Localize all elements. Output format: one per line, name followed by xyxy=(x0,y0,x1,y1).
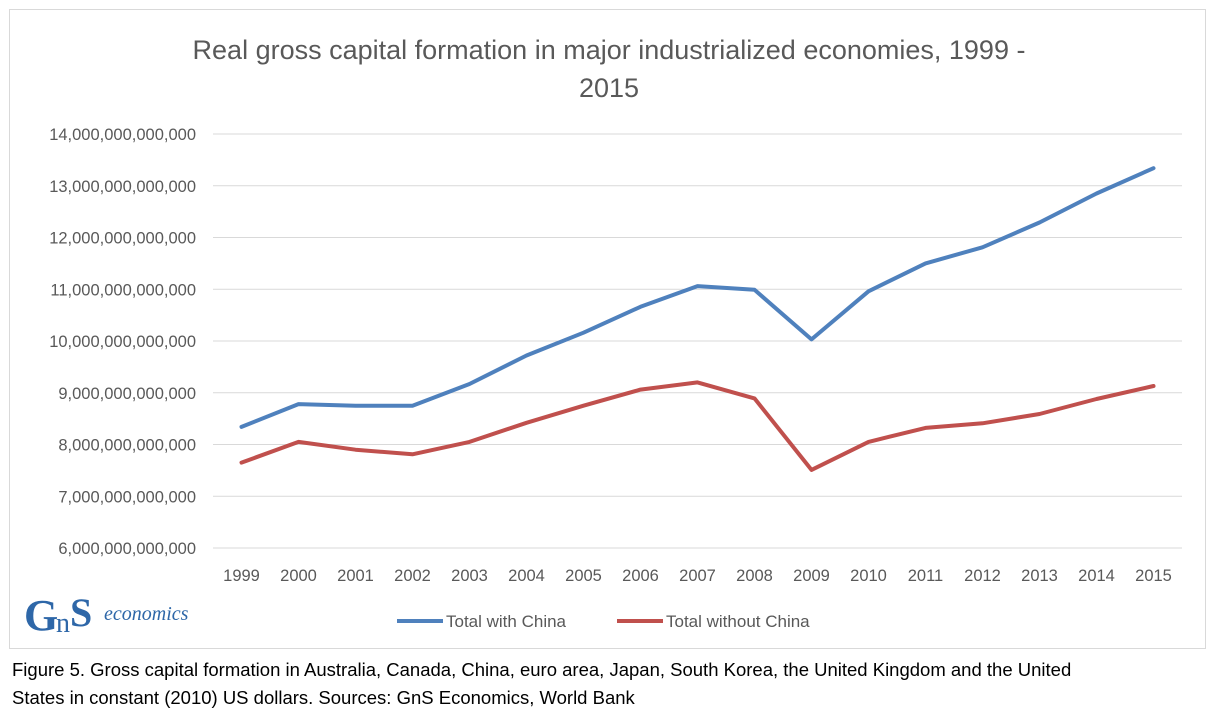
logo-mark: G xyxy=(24,591,58,640)
svg-text:S: S xyxy=(70,590,92,635)
data-point xyxy=(583,332,584,334)
chart-title-line-1: Real gross capital formation in major in… xyxy=(193,35,1026,65)
x-tick-label: 2003 xyxy=(451,567,488,585)
y-tick-label: 12,000,000,000,000 xyxy=(49,230,196,248)
data-point xyxy=(469,441,470,443)
logo-word: economics xyxy=(104,603,189,625)
data-point xyxy=(754,397,755,399)
data-point xyxy=(469,383,470,385)
x-tick-label: 2009 xyxy=(793,567,830,585)
x-tick-label: 2000 xyxy=(280,567,317,585)
x-tick-label: 1999 xyxy=(223,567,260,585)
x-tick-label: 2006 xyxy=(622,567,659,585)
x-tick-label: 2008 xyxy=(736,567,773,585)
data-point xyxy=(754,289,755,291)
x-tick-label: 2007 xyxy=(679,567,716,585)
chart-title-line-2: 2015 xyxy=(579,73,639,103)
y-axis-tick-labels: 6,000,000,000,000 7,000,000,000,000 8,000,… xyxy=(49,126,196,558)
data-point xyxy=(583,405,584,407)
data-point xyxy=(1039,413,1040,415)
y-tick-label: 11,000,000,000,000 xyxy=(50,281,196,299)
data-point xyxy=(640,306,641,308)
y-tick-label: 10,000,000,000,000 xyxy=(49,333,196,351)
y-tick-label: 13,000,000,000,000 xyxy=(49,178,196,196)
data-point xyxy=(298,403,299,405)
data-point xyxy=(298,441,299,443)
x-tick-label: 2012 xyxy=(964,567,1001,585)
legend-label: Total without China xyxy=(666,612,810,631)
series-line-1 xyxy=(239,166,1156,429)
x-tick-label: 2002 xyxy=(394,567,431,585)
data-point xyxy=(868,441,869,443)
data-point xyxy=(1153,385,1154,387)
x-tick-label: 2011 xyxy=(908,567,943,585)
data-point xyxy=(811,469,812,471)
data-point xyxy=(811,338,812,340)
line-chart: Real gross capital formation in major in… xyxy=(49,35,1182,631)
data-point xyxy=(241,426,242,428)
data-point xyxy=(697,381,698,383)
data-point xyxy=(1096,193,1097,195)
data-point xyxy=(697,285,698,287)
data-point xyxy=(1039,221,1040,223)
y-tick-label: 14,000,000,000,000 xyxy=(49,126,196,144)
data-point xyxy=(355,449,356,451)
data-point xyxy=(526,422,527,424)
data-point xyxy=(355,405,356,407)
legend: Total with China Total without China xyxy=(397,612,810,631)
x-tick-label: 2013 xyxy=(1021,567,1058,585)
x-tick-label: 2010 xyxy=(850,567,887,585)
gns-economics-logo: G n S economics xyxy=(24,590,189,640)
data-point xyxy=(982,422,983,424)
x-axis-tick-labels: 1999 2000 2001 2002 2003 2004 2005 2006 2007 2008… xyxy=(223,567,1172,585)
caption-line-2: States in constant (2010) US dollars. So… xyxy=(12,687,635,708)
y-tick-label: 9,000,000,000,000 xyxy=(58,385,196,403)
y-tick-label: 8,000,000,000,000 xyxy=(58,437,196,455)
series-lines xyxy=(239,166,1156,472)
x-tick-label: 2005 xyxy=(565,567,602,585)
caption-line-1: Figure 5. Gross capital formation in Aus… xyxy=(12,659,1072,680)
data-point xyxy=(640,389,641,391)
data-point xyxy=(412,453,413,455)
data-point xyxy=(868,290,869,292)
data-point xyxy=(925,262,926,264)
data-point xyxy=(982,246,983,248)
data-point xyxy=(925,427,926,429)
data-point xyxy=(1153,167,1154,169)
x-tick-label: 2014 xyxy=(1078,567,1115,585)
gridlines xyxy=(213,133,1182,549)
y-tick-label: 6,000,000,000,000 xyxy=(58,540,196,558)
chart-title: Real gross capital formation in major in… xyxy=(193,35,1026,103)
svg-text:n: n xyxy=(56,608,70,639)
data-point xyxy=(1096,398,1097,400)
series-line-2 xyxy=(239,380,1156,472)
data-point xyxy=(412,405,413,407)
chart-frame: Real gross capital formation in major in… xyxy=(9,9,1206,649)
y-tick-label: 7,000,000,000,000 xyxy=(58,488,196,506)
x-tick-label: 2015 xyxy=(1135,567,1172,585)
data-point xyxy=(526,354,527,356)
legend-label: Total with China xyxy=(446,612,567,631)
x-tick-label: 2001 xyxy=(337,567,374,585)
figure-caption: Figure 5. Gross capital formation in Aus… xyxy=(12,656,1212,712)
data-point xyxy=(241,462,242,464)
x-tick-label: 2004 xyxy=(508,567,545,585)
